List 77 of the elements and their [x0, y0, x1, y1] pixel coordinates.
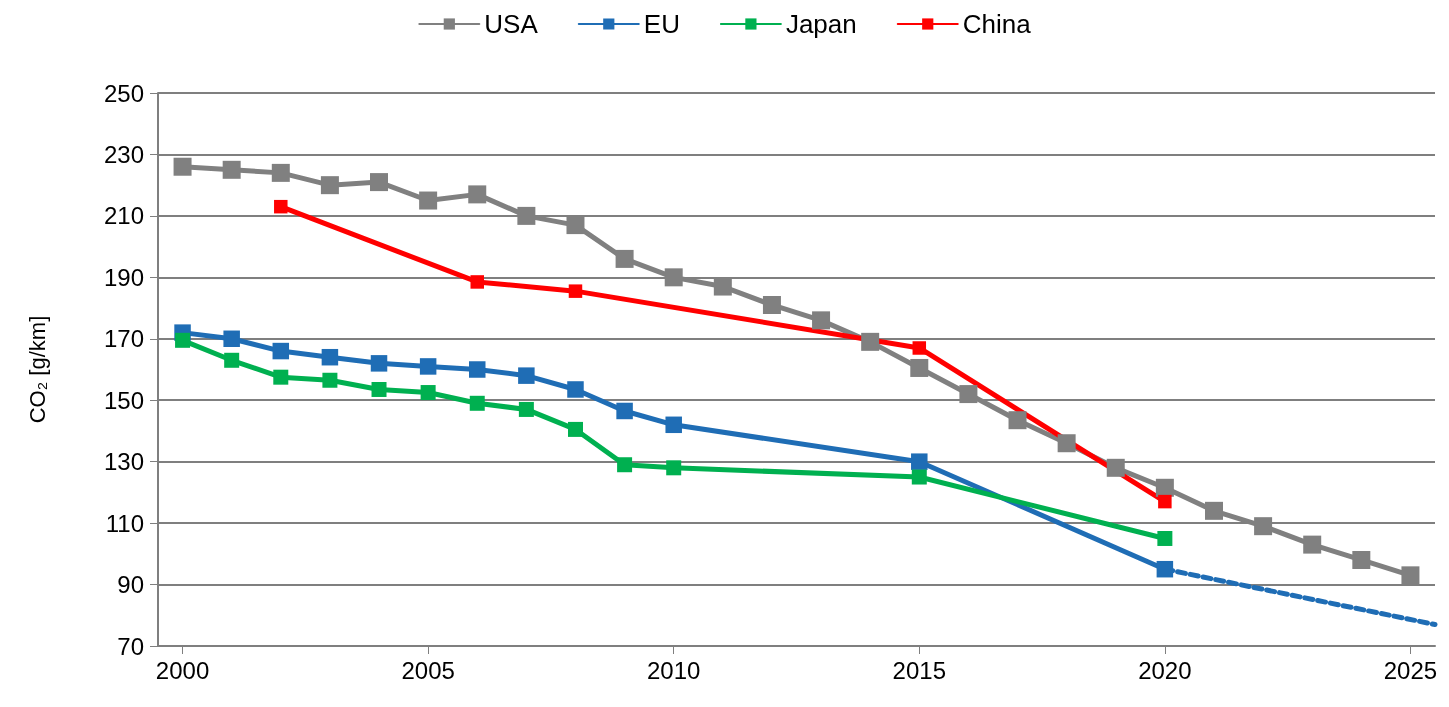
point [469, 361, 486, 378]
point [1106, 458, 1125, 477]
legend-label: USA [484, 9, 539, 39]
y-axis-title: CO₂ [g/km] [24, 315, 50, 424]
point [911, 469, 927, 485]
point [911, 453, 928, 470]
point [664, 268, 683, 287]
point [1157, 530, 1173, 546]
point [861, 332, 880, 351]
point [273, 369, 289, 385]
point [1155, 478, 1174, 497]
point [713, 277, 732, 296]
legend-label: China [962, 9, 1032, 39]
point [912, 341, 927, 355]
point [320, 176, 339, 195]
point [419, 358, 437, 375]
point [224, 352, 240, 368]
point [322, 372, 338, 388]
point [419, 191, 438, 210]
point [1158, 494, 1172, 509]
point [1057, 434, 1076, 453]
point [1352, 550, 1371, 569]
point [517, 206, 536, 225]
point [469, 395, 485, 411]
point [1303, 535, 1322, 554]
point [175, 332, 191, 348]
point [615, 249, 634, 268]
point [1156, 560, 1174, 578]
x-tick-label: 2000 [155, 656, 210, 684]
y-tick-label: 230 [103, 140, 144, 168]
point [762, 295, 781, 314]
point [617, 457, 633, 473]
point [665, 416, 682, 434]
x-tick-label: 2005 [401, 656, 455, 684]
point [271, 163, 290, 182]
point [1204, 501, 1223, 520]
point [518, 401, 534, 417]
y-tick-label: 110 [105, 509, 144, 537]
y-tick-label: 90 [117, 571, 144, 599]
point [518, 367, 535, 384]
x-tick-label: 2020 [1138, 656, 1192, 684]
legend-label: EU [643, 9, 680, 39]
y-tick-label: 210 [103, 202, 144, 230]
point [468, 185, 487, 204]
y-tick-label: 250 [103, 79, 144, 107]
point [420, 385, 436, 401]
point [1401, 566, 1420, 585]
point [566, 216, 585, 235]
point [666, 460, 682, 476]
y-tick-label: 190 [103, 263, 144, 291]
point [812, 311, 831, 330]
point [223, 330, 240, 348]
y-tick-label: 130 [103, 448, 144, 476]
point [1254, 517, 1273, 536]
point [959, 385, 978, 404]
point [568, 284, 583, 298]
x-tick-label: 2010 [647, 656, 701, 684]
point [173, 157, 192, 176]
point [567, 421, 583, 437]
point [371, 381, 387, 397]
y-tick-label: 170 [103, 325, 144, 353]
point [321, 348, 339, 366]
point [222, 160, 241, 179]
point [272, 342, 290, 360]
x-tick-label: 2025 [1383, 656, 1438, 684]
point [470, 275, 484, 289]
x-tick-label: 2015 [892, 656, 946, 684]
point [567, 381, 584, 398]
point [274, 199, 288, 214]
point [370, 355, 388, 372]
point [910, 358, 929, 377]
point [1008, 411, 1027, 430]
point [370, 173, 389, 192]
legend-label: Japan [785, 9, 857, 39]
point [616, 402, 633, 420]
y-tick-label: 70 [117, 632, 144, 660]
y-tick-label: 150 [103, 386, 144, 414]
